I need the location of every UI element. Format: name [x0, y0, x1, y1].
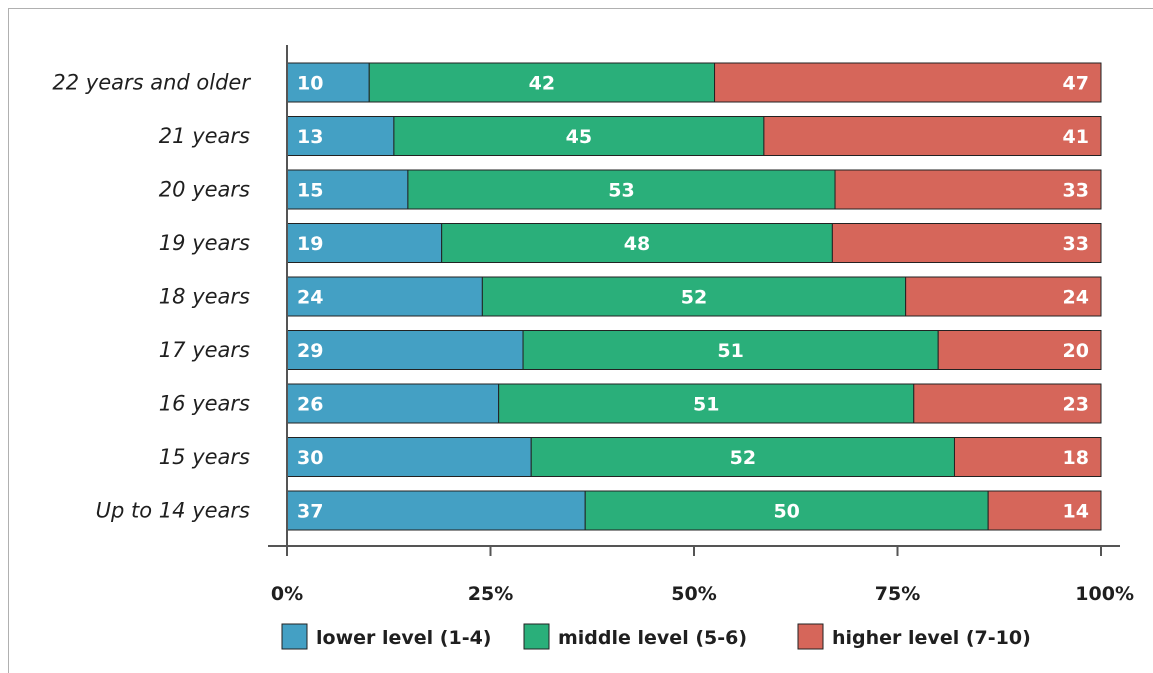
x-tick-label: 50% [671, 583, 716, 605]
bar-segment [286, 116, 395, 156]
bar-segment [987, 490, 1102, 531]
x-tick-label: 25% [468, 583, 513, 605]
bar-segment [714, 62, 1102, 103]
legend-swatch [281, 623, 308, 650]
bar-segment [286, 383, 500, 424]
bar-segment [498, 383, 915, 424]
category-label: 22 years and older [52, 71, 251, 95]
data-label: 26 [297, 394, 323, 416]
category-label: 17 years [159, 338, 250, 362]
bar-segment [834, 169, 1102, 210]
data-label: 51 [693, 394, 719, 416]
category-label: 20 years [159, 178, 250, 202]
bar-segment [584, 490, 989, 531]
data-label: 14 [1063, 501, 1089, 523]
data-label: 23 [1063, 394, 1089, 416]
data-label: 19 [297, 233, 323, 255]
data-label: 18 [1063, 447, 1089, 469]
category-label: 19 years [159, 231, 250, 255]
data-label: 51 [717, 340, 743, 362]
bar-segment [522, 330, 939, 370]
data-label: 47 [1063, 73, 1089, 95]
data-label: 10 [297, 73, 323, 95]
data-label: 24 [297, 287, 323, 309]
bar-segment [286, 490, 586, 531]
legend-label: middle level (5-6) [558, 627, 747, 649]
data-label: 53 [608, 180, 634, 202]
category-label: 16 years [159, 392, 250, 416]
bar-segment [441, 223, 833, 263]
data-label: 33 [1063, 180, 1089, 202]
legend-label: higher level (7-10) [832, 627, 1031, 649]
data-label: 50 [773, 501, 799, 523]
bars-group: 10 42 47 13 45 41 15 53 33 19 48 33 24 52 24 29 51 20 26 51… [286, 62, 1102, 531]
bar-segment [913, 383, 1102, 424]
bar-segment [286, 62, 370, 103]
data-label: 52 [730, 447, 756, 469]
bar-segment [286, 437, 532, 477]
x-tick-label: 75% [875, 583, 920, 605]
category-label: 15 years [159, 445, 250, 469]
data-label: 41 [1063, 126, 1089, 148]
bar-segment [763, 116, 1102, 156]
bar-segment [368, 62, 716, 103]
data-label: 52 [681, 287, 707, 309]
x-tick-label: 0% [271, 583, 303, 605]
data-label: 45 [566, 126, 592, 148]
bar-segment [905, 276, 1102, 317]
data-label: 33 [1063, 233, 1089, 255]
bar-segment [937, 330, 1102, 370]
data-label: 20 [1063, 340, 1089, 362]
category-label: 18 years [159, 285, 250, 309]
category-label: Up to 14 years [96, 499, 250, 523]
bar-segment [286, 276, 483, 317]
data-label: 13 [297, 126, 323, 148]
axes-group: 22 years and older 21 years 20 years 19 yea… [52, 45, 1134, 605]
bar-segment [530, 437, 955, 477]
data-label: 42 [529, 73, 555, 95]
data-label: 48 [624, 233, 650, 255]
data-label: 15 [297, 180, 323, 202]
data-label: 30 [297, 447, 323, 469]
data-label: 24 [1063, 287, 1089, 309]
category-label: 21 years [159, 124, 250, 148]
bar-segment [481, 276, 907, 317]
bar-segment [831, 223, 1102, 263]
legend-swatch [523, 623, 550, 650]
data-label: 29 [297, 340, 323, 362]
bar-segment [286, 223, 443, 263]
bar-segment [953, 437, 1102, 477]
data-label: 37 [297, 501, 323, 523]
x-tick-label: 100% [1075, 583, 1134, 605]
legend-swatch [797, 623, 824, 650]
legend: lower level (1-4) middle level (5-6) highe… [281, 623, 1031, 650]
legend-label: lower level (1-4) [316, 627, 491, 649]
bar-segment [286, 330, 524, 370]
